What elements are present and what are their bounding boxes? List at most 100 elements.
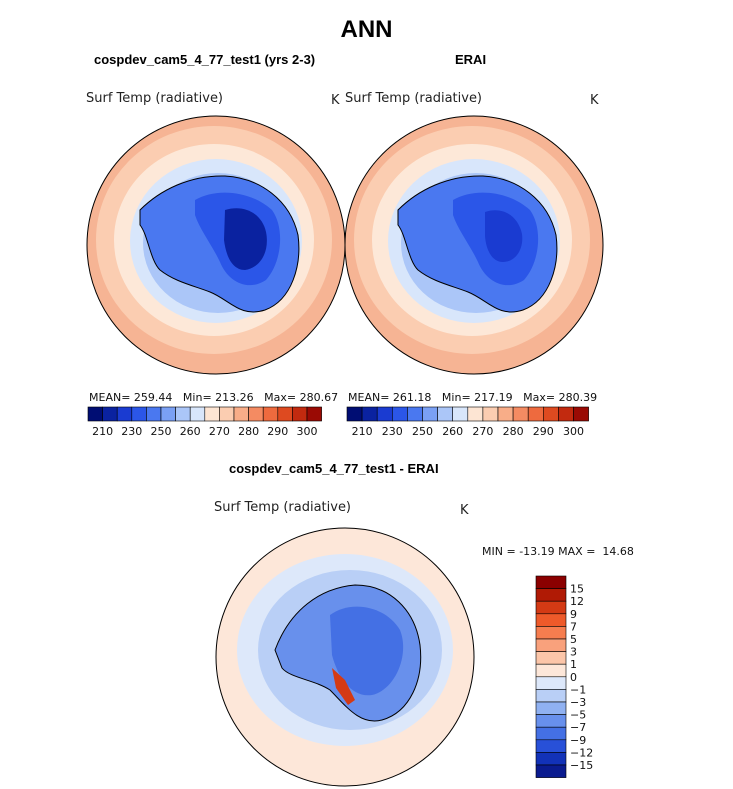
- panel2-antarctica-colder: [453, 192, 539, 286]
- panel3-max-label: MAX =: [558, 545, 596, 558]
- panel2-field-band-3: [388, 159, 560, 323]
- panel2-colorbar-tick-label: 250: [412, 425, 433, 438]
- panel3-colorbar-box-0: [535, 575, 567, 589]
- panel3-min-label: MIN =: [482, 545, 516, 558]
- panel1-min-value: 213.26: [215, 391, 254, 404]
- panel1-colorbar: 210 230 250 260 270 280 290 300: [87, 406, 322, 438]
- panel1-max-label: Max=: [264, 391, 297, 404]
- panel1-colorbar-box-3: [131, 406, 147, 422]
- panel2-colorbar-tick-label: 300: [563, 425, 584, 438]
- panel3-colorbar-box-8: [535, 676, 567, 690]
- panel1-colorbar-tick-label: 280: [238, 425, 259, 438]
- panel3-antarctica-negative: [275, 585, 421, 722]
- panel3-colorbar-box-13: [535, 739, 567, 753]
- panel2-colorbar-box-1: [361, 406, 378, 422]
- panel1-min-label: Min=: [182, 391, 212, 404]
- panel3-colorbar-box-14: [535, 752, 567, 766]
- panel3-colorbar-tick-label: 9: [570, 608, 577, 621]
- panel3-colorbar-tick-label: −15: [570, 759, 593, 772]
- panel2-colorbar-box-13: [543, 406, 559, 422]
- panel2-colorbar-tick-label: 260: [442, 425, 463, 438]
- panel3-colorbar-box-15: [535, 764, 567, 778]
- panel2-coastline: [397, 175, 558, 313]
- panel1-antarctica-colder: [195, 192, 281, 286]
- panel2-units-label: K: [590, 93, 599, 108]
- panel2-max-label: Max=: [523, 391, 556, 404]
- panel1-max-value: 280.67: [299, 391, 339, 404]
- panel3-colorbar-box-1: [535, 588, 567, 602]
- panel3-colorbar-tick-label: 12: [570, 595, 584, 608]
- panel3-colorbar-tick-label: −3: [570, 696, 586, 709]
- panel2-variable-label: Surf Temp (radiative): [345, 91, 483, 106]
- panel2-min-label: Min=: [441, 391, 471, 404]
- panel2-max-value: 280.39: [558, 391, 598, 404]
- panel1-field-band-3: [130, 159, 302, 323]
- panel2-colorbar-box-10: [497, 406, 514, 422]
- panel3-colorbar-box-6: [535, 651, 567, 665]
- panel3-colorbar-tick-label: −12: [570, 746, 593, 759]
- panel1-field-ocean-warm: [87, 116, 345, 374]
- panel3-positive-anomaly: [332, 668, 355, 705]
- panel1-colorbar-box-5: [160, 406, 176, 422]
- panel1-colorbar-box-11: [248, 406, 264, 422]
- panel1-colorbar-box-9: [219, 406, 235, 422]
- panel3-colorbar-tick-label: −1: [570, 683, 586, 696]
- panel1-field-band-2: [114, 144, 314, 336]
- panel1-colorbar-box-6: [175, 406, 191, 422]
- panel1-colorbar-tick-label: 250: [151, 425, 172, 438]
- panel2-colorbar-tick-label: 270: [472, 425, 493, 438]
- figure-title: ANN: [340, 16, 393, 43]
- panel3-units-label: K: [460, 503, 469, 518]
- panel3-field-band-1: [237, 554, 453, 746]
- panel3-stats: MIN = -13.19 MAX = 14.68: [482, 545, 634, 558]
- panel1-colorbar-box-8: [204, 406, 220, 422]
- panel2-colorbar-tick-label: 280: [503, 425, 524, 438]
- panel2-colorbar-box-11: [512, 406, 529, 422]
- panel3-colorbar-box-12: [535, 726, 567, 741]
- panel1-colorbar-box-2: [116, 406, 133, 422]
- panel1-field-band-4: [143, 173, 293, 313]
- panel1-map-border: [86, 115, 346, 375]
- panel1-colorbar-box-1: [102, 406, 118, 422]
- panel2-colorbar-box-2: [376, 406, 393, 422]
- panel2-colorbar-box-15: [573, 406, 589, 422]
- panel2-colorbar-box-12: [527, 406, 544, 422]
- panel2-colorbar-tick-label: 290: [533, 425, 554, 438]
- panel2-mean-value: 261.18: [392, 391, 432, 404]
- panel2-colorbar-box-9: [482, 406, 499, 422]
- panel1-title: cospdev_cam5_4_77_test1 (yrs 2-3): [94, 52, 316, 67]
- panel2-colorbar-box-3: [391, 406, 408, 422]
- panel1-coastline: [139, 175, 300, 313]
- panel3-colorbar-box-2: [535, 600, 567, 615]
- panel2-colorbar-box-6: [437, 406, 453, 422]
- panel2-map-border: [344, 115, 604, 375]
- panel2-colorbar-box-4: [407, 406, 423, 422]
- panel1-units-label: K: [331, 93, 340, 108]
- panel3-colorbar-tick-label: −7: [570, 721, 586, 734]
- panel2-colorbar-tick-label: 210: [352, 425, 373, 438]
- panel1-colorbar-box-12: [262, 406, 279, 422]
- panel2-colorbar-tick-label: 230: [382, 425, 403, 438]
- panel2-antarctica-coldest: [485, 210, 523, 262]
- panel1-colorbar-tick-label: 290: [267, 425, 288, 438]
- panel3-min-value: -13.19: [519, 545, 555, 558]
- panel1-colorbar-box-0: [87, 406, 103, 422]
- panel1-antarctica-cold: [140, 175, 299, 313]
- panel2-field-band-4: [401, 173, 551, 313]
- panel3-colorbar-tick-label: −9: [570, 734, 586, 747]
- panel2-colorbar-box-7: [452, 406, 469, 422]
- panel2-colorbar-box-14: [558, 406, 574, 422]
- panel3-colorbar-box-3: [535, 613, 567, 627]
- panel2-field-band-2: [372, 144, 572, 336]
- panel2-min-value: 217.19: [474, 391, 513, 404]
- panel3-colorbar-tick-label: 7: [570, 620, 577, 633]
- panel3-variable-label: Surf Temp (radiative): [214, 500, 352, 515]
- panel1-variable-label: Surf Temp (radiative): [86, 91, 224, 106]
- panel3-colorbar-box-10: [535, 701, 567, 715]
- panel3-antarctica-negative-strong: [330, 606, 404, 696]
- panel1-field-band-1: [96, 126, 332, 354]
- panel3-coastline: [274, 584, 422, 722]
- panel1-colorbar-tick-label: 230: [121, 425, 142, 438]
- panel2-field-ocean-warm: [345, 116, 603, 374]
- panel2-title: ERAI: [455, 52, 487, 67]
